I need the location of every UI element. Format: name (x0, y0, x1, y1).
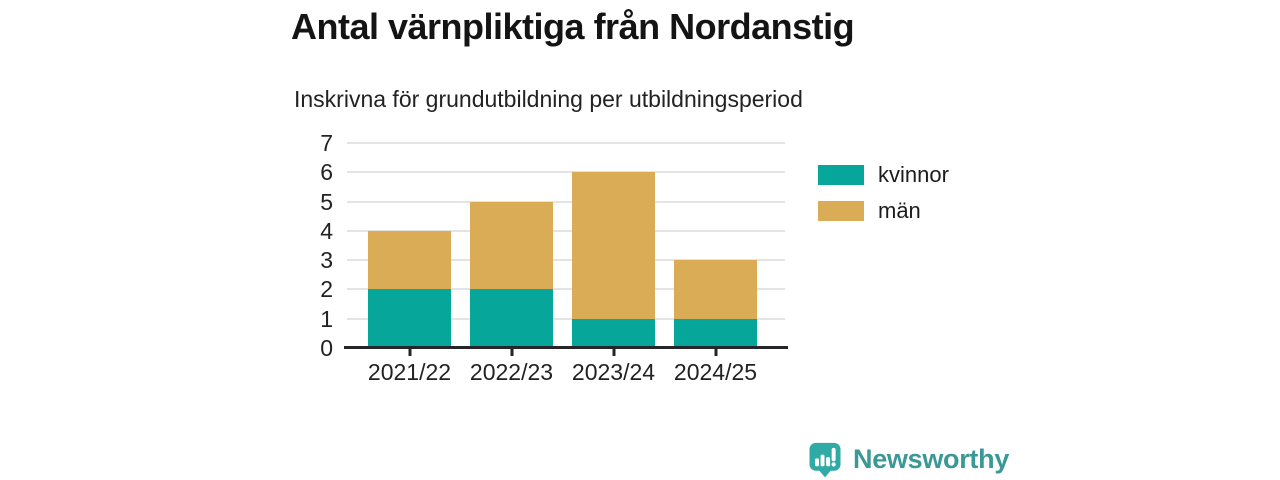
bar-segment (674, 260, 757, 319)
newsworthy-wordmark: Newsworthy (853, 443, 1010, 474)
chart-subtitle: Inskrivna för grundutbildning per utbild… (294, 86, 803, 112)
x-tick-label: 2023/24 (571, 359, 656, 385)
x-axis-tick (408, 349, 411, 356)
y-tick-label: 3 (320, 247, 333, 274)
legend-swatch (818, 165, 864, 185)
bar-segment (368, 289, 451, 348)
bar-segment (470, 289, 553, 348)
legend: kvinnor män (818, 163, 949, 235)
bar-segment (572, 172, 655, 319)
y-tick-label: 2 (320, 276, 333, 303)
gridline (347, 171, 785, 174)
plot-area (344, 142, 788, 356)
bar-segment (470, 201, 553, 290)
x-axis-tick (714, 349, 717, 356)
chart-title: Antal värnpliktiga från Nordanstig (291, 6, 855, 47)
gridline (347, 288, 785, 291)
x-axis-line (344, 346, 788, 349)
y-tick-label: 1 (320, 305, 333, 332)
gridline (347, 200, 785, 203)
newsworthy-icon (809, 442, 841, 478)
legend-item: kvinnor (818, 163, 949, 187)
newsworthy-logo: Newsworthy (806, 440, 1009, 478)
y-tick-label: 5 (320, 188, 333, 215)
y-tick-label: 6 (320, 159, 333, 186)
gridline (347, 229, 785, 232)
gridline (347, 259, 785, 262)
bar-segment (674, 318, 757, 348)
legend-label: kvinnor (878, 162, 949, 187)
x-tick-label: 2021/22 (367, 359, 452, 385)
x-axis-tick (612, 349, 615, 356)
x-tick-label: 2024/25 (673, 359, 758, 385)
legend-swatch (818, 201, 864, 221)
y-tick-label: 4 (320, 217, 333, 244)
legend-item: män (818, 199, 949, 223)
bar-segment (572, 318, 655, 348)
gridline (347, 317, 785, 320)
y-tick-label: 0 (320, 335, 333, 361)
gridline (347, 142, 785, 144)
x-tick-label: 2022/23 (469, 359, 554, 385)
legend-label: män (878, 198, 921, 223)
x-axis-tick (510, 349, 513, 356)
bar-segment (368, 230, 451, 290)
y-tick-label: 7 (320, 130, 333, 156)
